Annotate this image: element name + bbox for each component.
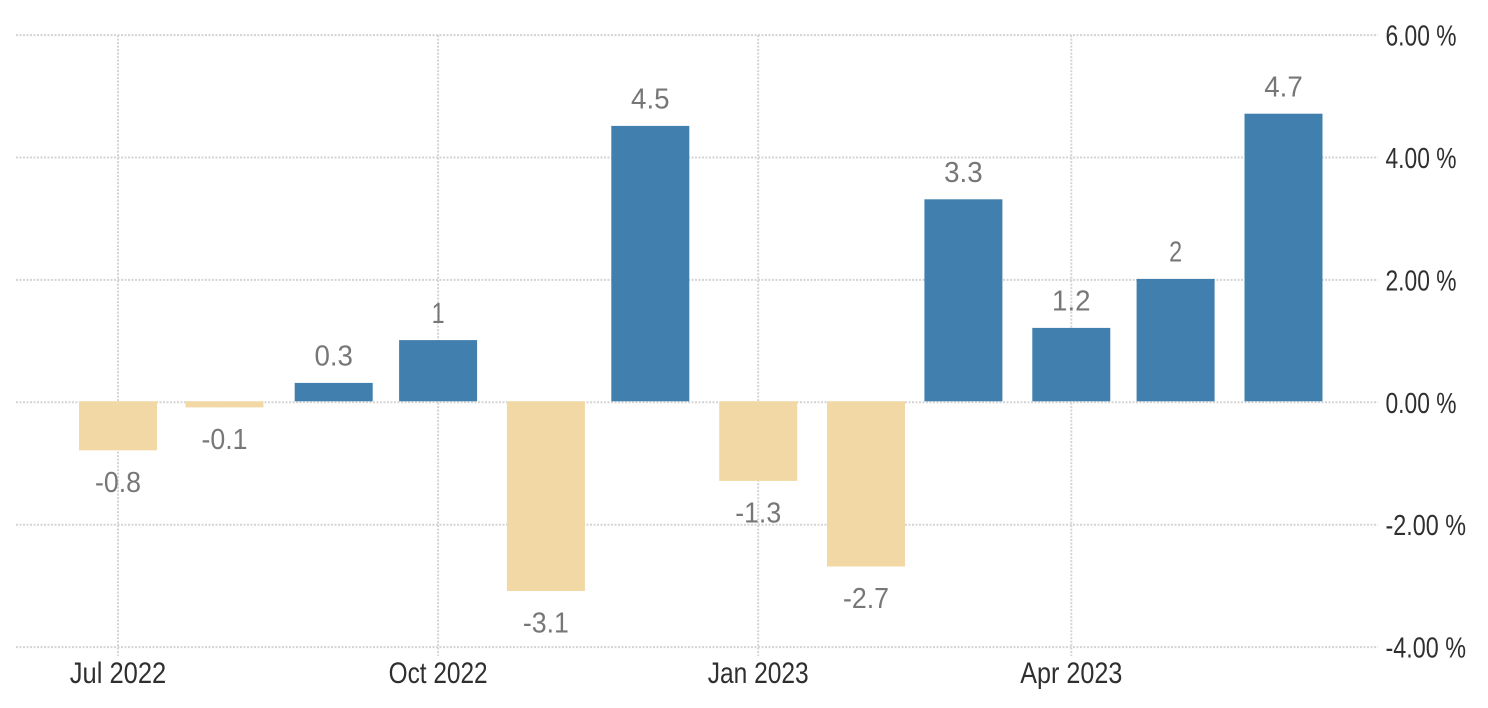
svg-text:1: 1	[432, 298, 445, 330]
svg-text:1.2: 1.2	[1052, 286, 1091, 318]
svg-text:-3.1: -3.1	[523, 608, 569, 640]
svg-text:-0.8: -0.8	[95, 467, 141, 499]
svg-text:4.5: 4.5	[631, 84, 670, 116]
svg-text:-2.7: -2.7	[843, 583, 889, 615]
svg-text:-4.00 %: -4.00 %	[1386, 633, 1467, 665]
svg-text:-1.3: -1.3	[735, 498, 781, 530]
svg-text:0.00 %: 0.00 %	[1386, 388, 1457, 420]
svg-text:2.00 %: 2.00 %	[1386, 265, 1457, 297]
svg-text:3.3: 3.3	[944, 157, 983, 189]
svg-text:-0.1: -0.1	[202, 424, 248, 456]
svg-text:0.3: 0.3	[314, 341, 353, 373]
svg-text:-2.00 %: -2.00 %	[1386, 510, 1467, 542]
svg-text:4.7: 4.7	[1264, 72, 1303, 104]
svg-text:Jan 2023: Jan 2023	[708, 657, 809, 690]
svg-text:2: 2	[1169, 237, 1182, 269]
svg-text:Apr 2023: Apr 2023	[1020, 657, 1122, 690]
svg-text:4.00 %: 4.00 %	[1386, 143, 1457, 175]
svg-text:Oct 2022: Oct 2022	[389, 657, 488, 690]
svg-text:Jul 2022: Jul 2022	[70, 657, 167, 690]
svg-text:6.00 %: 6.00 %	[1386, 21, 1457, 53]
